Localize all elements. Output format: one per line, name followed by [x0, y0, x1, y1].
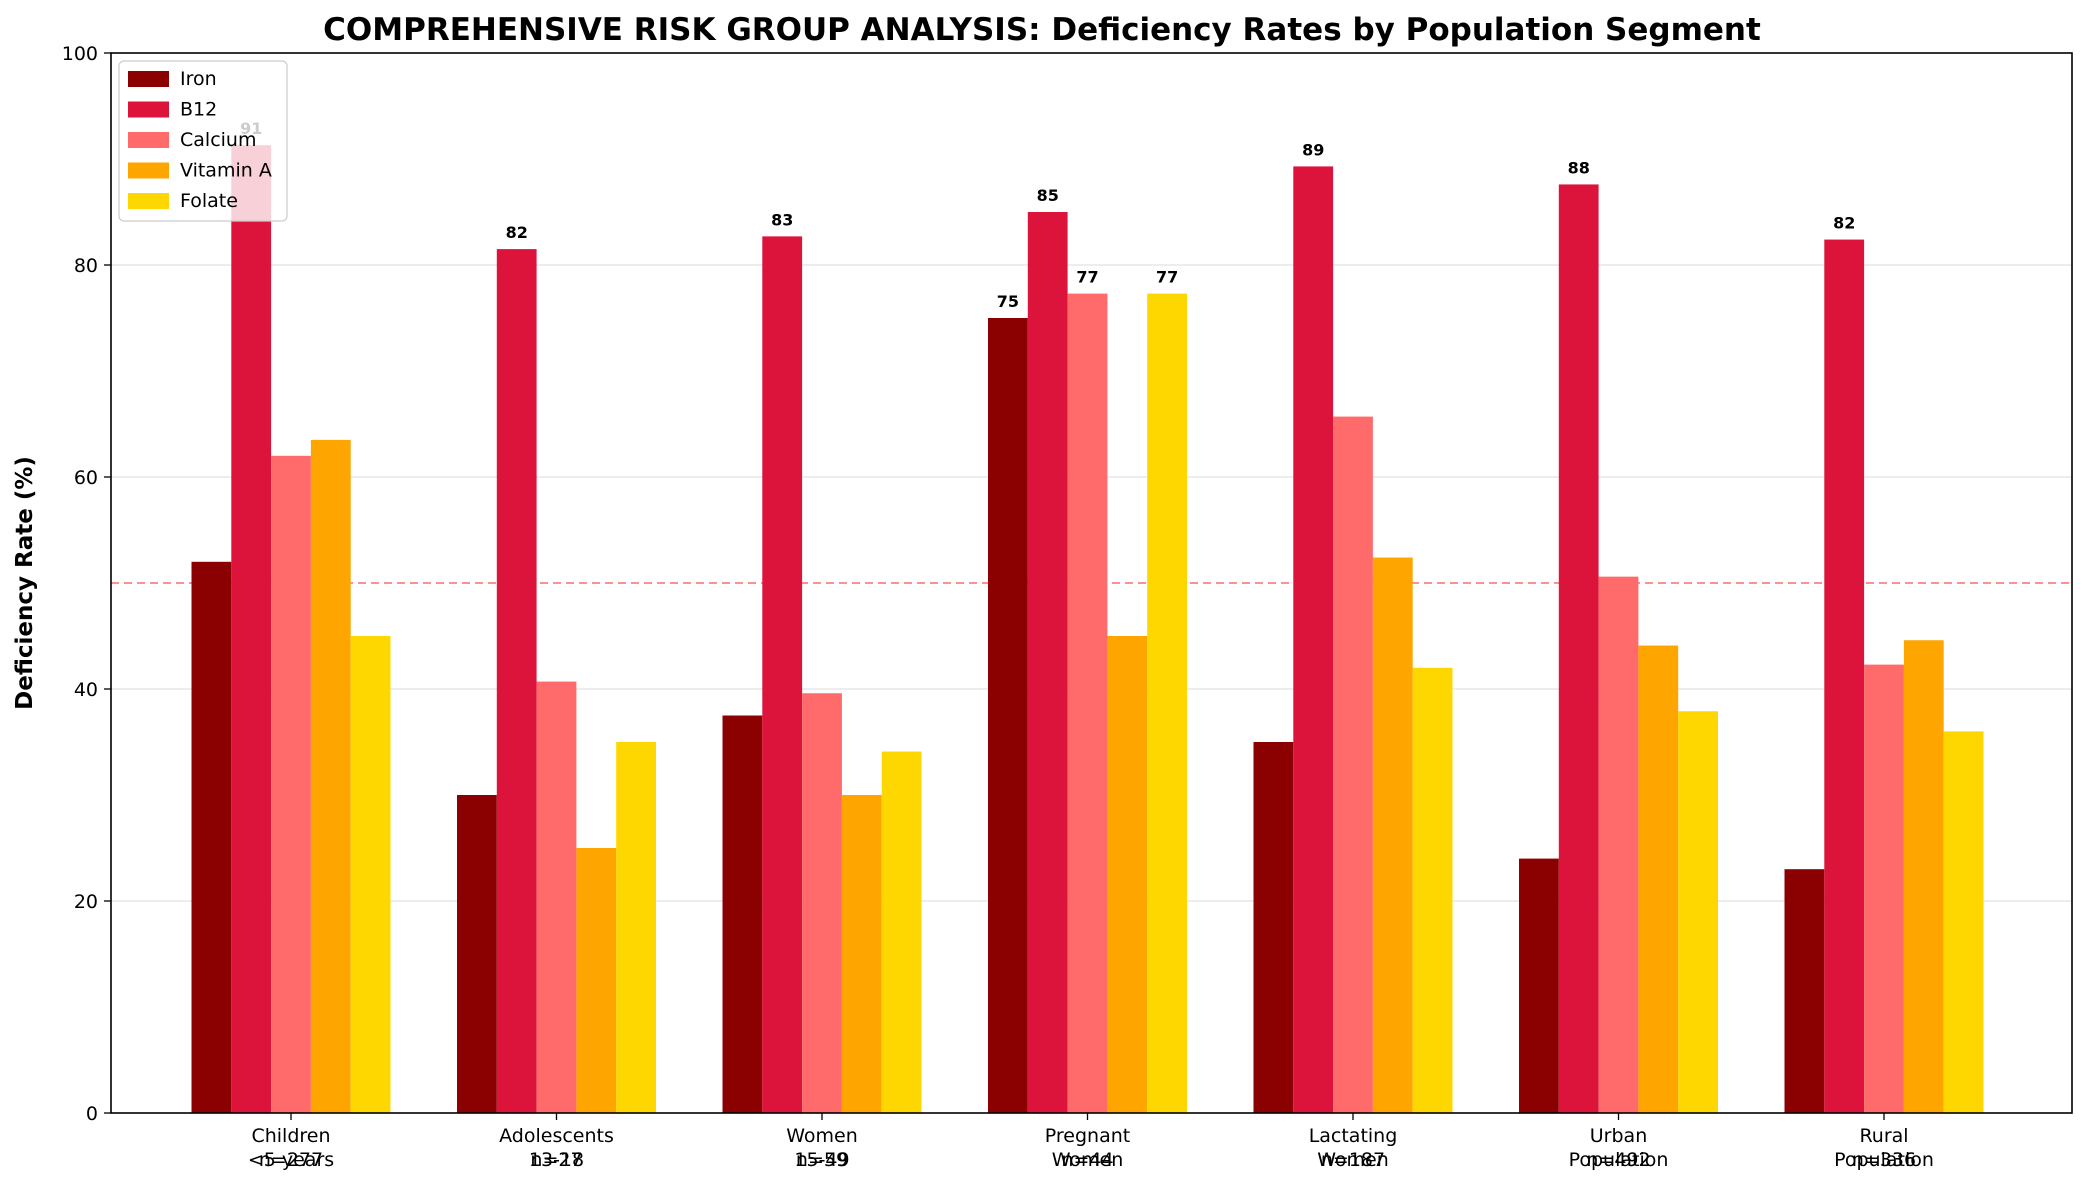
bar-folate	[1147, 293, 1187, 1113]
bar-vitamin-a	[1107, 636, 1148, 1113]
bar-vitamin-a	[576, 848, 617, 1113]
x-tick-count: n=277	[259, 1149, 323, 1171]
bar-folate	[1678, 711, 1718, 1113]
bar-folate	[616, 742, 656, 1113]
y-tick-label: 100	[62, 43, 98, 65]
legend-label: Vitamin A	[180, 160, 272, 182]
x-tick-sublabel: Women	[1052, 1149, 1124, 1171]
legend-label: Folate	[180, 190, 238, 212]
legend-swatch-b12	[128, 101, 169, 118]
bar-iron	[1784, 869, 1825, 1113]
legend-box	[118, 60, 288, 222]
bar-vitamin-a	[1638, 645, 1679, 1113]
bars	[191, 145, 1984, 1114]
y-axis: 0 20 40 60 80 100	[62, 43, 111, 1125]
x-tick-count: n=44	[1061, 1149, 1113, 1171]
bar-vitamin-a	[841, 795, 882, 1113]
bar-calcium	[802, 693, 842, 1113]
value-label: 89	[1302, 140, 1324, 159]
bar-calcium	[271, 455, 311, 1113]
legend-swatch-folate	[128, 193, 169, 209]
bar-vitamin-a	[310, 439, 351, 1113]
bar-b12	[231, 145, 272, 1114]
bar-calcium	[1067, 293, 1108, 1113]
legend-swatch-vitamin-a	[128, 162, 169, 179]
bar-b12	[496, 249, 537, 1114]
bar-iron	[457, 795, 497, 1113]
bar-calcium	[1333, 416, 1373, 1114]
bar-b12	[1293, 166, 1334, 1114]
legend-swatch-iron	[128, 71, 169, 87]
value-label: 88	[1568, 158, 1590, 177]
x-tick-label: Urban	[1590, 1125, 1647, 1147]
bar-vitamin-a	[1903, 640, 1944, 1113]
x-tick-label: Children	[251, 1125, 330, 1147]
value-label: 83	[771, 210, 793, 229]
bar-folate	[1412, 667, 1453, 1113]
legend-label: Calcium	[180, 129, 256, 151]
legend-label: B12	[180, 99, 217, 121]
plot-frame	[110, 52, 2073, 1114]
x-tick-count: n=492	[1586, 1149, 1650, 1171]
x-tick-count: n=187	[1321, 1149, 1385, 1171]
x-tick-label: Pregnant	[1045, 1125, 1130, 1147]
x-tick-count: n=336	[1852, 1149, 1916, 1171]
legend-swatch-calcium	[128, 132, 169, 148]
x-tick-sublabel: Women	[1317, 1149, 1389, 1171]
x-tick-label: Women	[786, 1125, 858, 1147]
value-label: 75	[997, 292, 1019, 311]
bar-folate	[350, 636, 391, 1113]
bar-calcium	[536, 681, 577, 1113]
bar-iron	[1519, 858, 1559, 1113]
value-label: 82	[1833, 214, 1855, 233]
chart-title: COMPREHENSIVE RISK GROUP ANALYSIS: Defic…	[323, 12, 1761, 48]
y-tick-label: 80	[74, 255, 98, 277]
y-axis-label: Deficiency Rate (%)	[12, 456, 38, 710]
bar-iron	[722, 715, 763, 1113]
y-tick-label: 40	[74, 679, 98, 701]
x-tick-sublabel: 15-49	[794, 1149, 849, 1171]
x-tick-label: Adolescents	[499, 1125, 614, 1147]
y-tick-label: 20	[74, 891, 98, 913]
value-label: 77	[1076, 268, 1098, 287]
x-tick-label: Rural	[1859, 1125, 1908, 1147]
bar-vitamin-a	[1372, 557, 1413, 1113]
value-label: 85	[1037, 186, 1059, 205]
y-tick-label: 0	[86, 1103, 98, 1125]
value-label: 82	[506, 223, 528, 242]
bar-b12	[1558, 184, 1599, 1113]
x-tick-label: Lactating	[1309, 1125, 1398, 1147]
x-tick-count: n=27	[530, 1149, 582, 1171]
bar-iron	[191, 561, 232, 1113]
legend: Iron B12 Calcium Vitamin A Folate	[118, 60, 288, 222]
x-tick-sublabel: <5 years	[248, 1149, 334, 1171]
x-tick-sublabel: 13-18	[529, 1149, 584, 1171]
bar-calcium	[1598, 576, 1639, 1113]
bar-b12	[1824, 239, 1865, 1113]
bar-b12	[762, 236, 803, 1113]
bar-iron	[988, 318, 1028, 1113]
value-label: 77	[1156, 268, 1178, 287]
x-tick-sublabel: Population	[1834, 1149, 1934, 1171]
bar-b12	[1027, 212, 1068, 1113]
bar-calcium	[1864, 664, 1904, 1113]
x-tick-count: n=59	[796, 1149, 848, 1171]
bar-folate	[1943, 731, 1984, 1113]
y-tick-label: 60	[74, 467, 98, 489]
x-tick-sublabel: Population	[1569, 1149, 1669, 1171]
bar-folate	[881, 751, 922, 1113]
legend-label: Iron	[180, 68, 217, 90]
bar-iron	[1253, 742, 1294, 1113]
